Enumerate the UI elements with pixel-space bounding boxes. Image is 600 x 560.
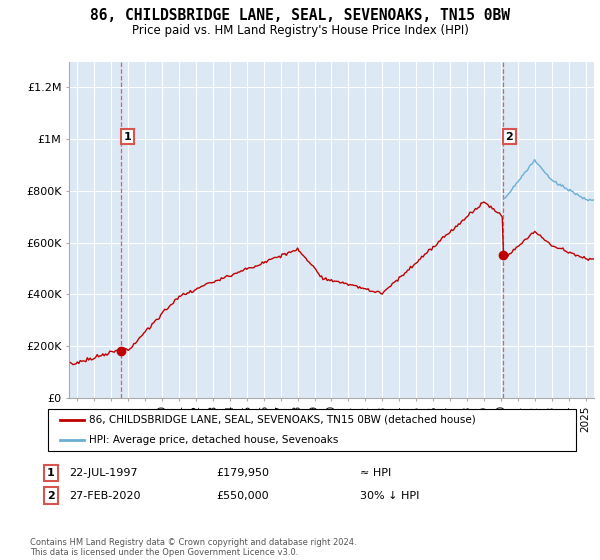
Text: 22-JUL-1997: 22-JUL-1997: [69, 468, 137, 478]
Text: 1: 1: [124, 132, 131, 142]
Text: £179,950: £179,950: [216, 468, 269, 478]
Text: 2: 2: [505, 132, 513, 142]
Text: 2: 2: [47, 491, 55, 501]
Text: 86, CHILDSBRIDGE LANE, SEAL, SEVENOAKS, TN15 0BW: 86, CHILDSBRIDGE LANE, SEAL, SEVENOAKS, …: [90, 8, 510, 24]
Text: Price paid vs. HM Land Registry's House Price Index (HPI): Price paid vs. HM Land Registry's House …: [131, 24, 469, 36]
Text: 86, CHILDSBRIDGE LANE, SEAL, SEVENOAKS, TN15 0BW (detached house): 86, CHILDSBRIDGE LANE, SEAL, SEVENOAKS, …: [89, 415, 476, 425]
Text: 27-FEB-2020: 27-FEB-2020: [69, 491, 140, 501]
Text: £550,000: £550,000: [216, 491, 269, 501]
Text: HPI: Average price, detached house, Sevenoaks: HPI: Average price, detached house, Seve…: [89, 435, 338, 445]
Text: 30% ↓ HPI: 30% ↓ HPI: [360, 491, 419, 501]
Text: 1: 1: [47, 468, 55, 478]
Text: ≈ HPI: ≈ HPI: [360, 468, 391, 478]
Text: Contains HM Land Registry data © Crown copyright and database right 2024.
This d: Contains HM Land Registry data © Crown c…: [30, 538, 356, 557]
